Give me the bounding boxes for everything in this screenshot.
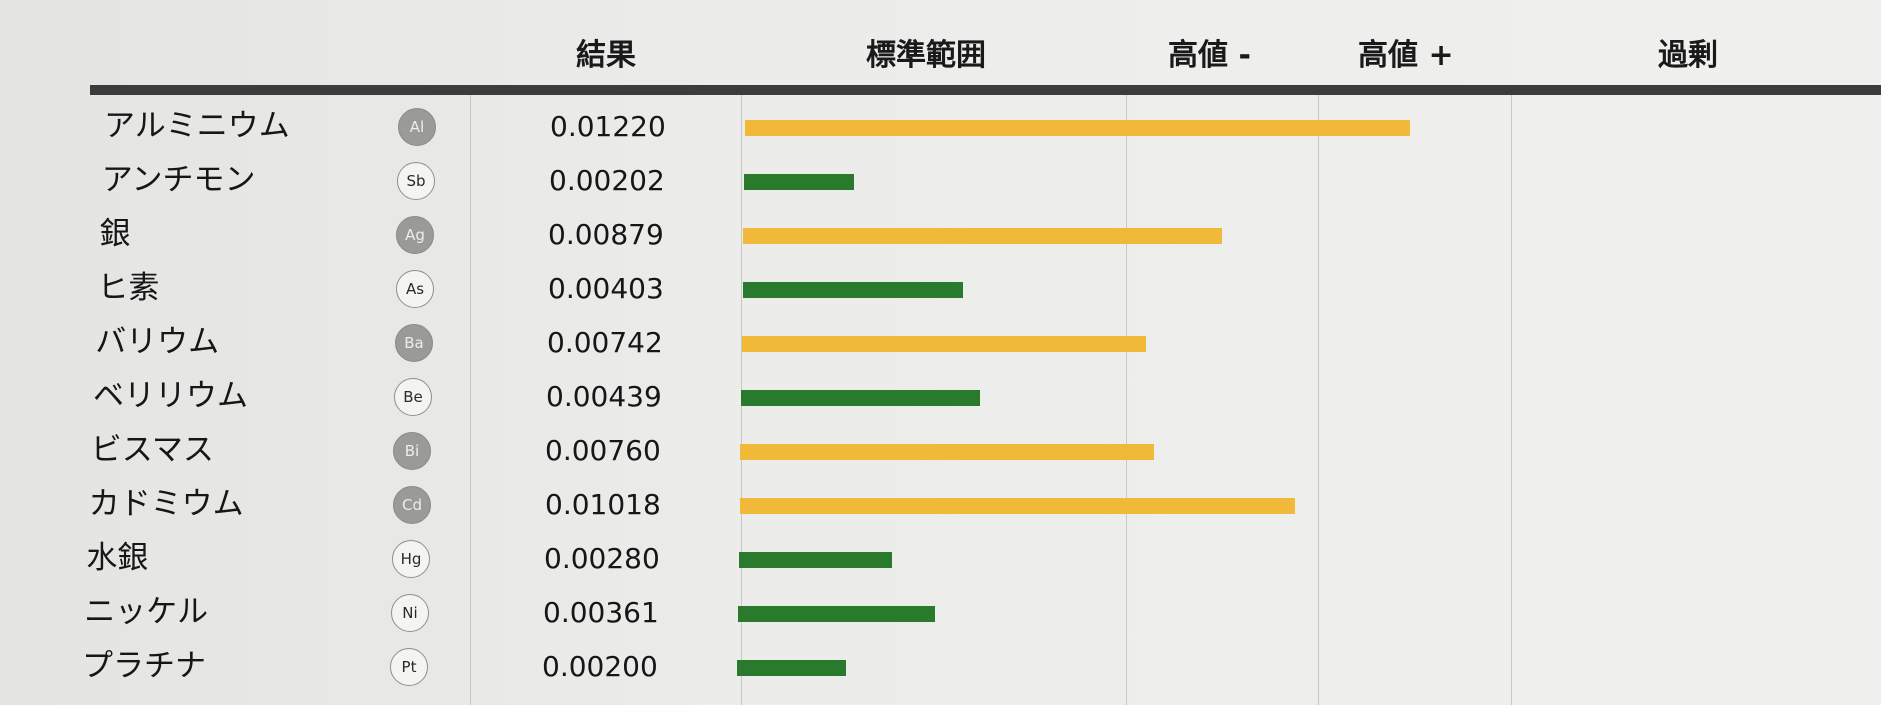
result-value: 0.00742 xyxy=(547,326,663,359)
result-bar xyxy=(740,498,1295,514)
result-bar xyxy=(740,444,1154,460)
result-bar xyxy=(739,552,892,568)
table-row: ヒ素 As 0.00403 xyxy=(0,266,1881,320)
element-symbol-badge: Al xyxy=(398,108,436,146)
element-symbol-badge: Ni xyxy=(391,594,429,632)
grid-line xyxy=(1126,95,1127,705)
element-name: 水銀 xyxy=(86,540,149,576)
table-row: プラチナ Pt 0.00200 xyxy=(0,644,1881,698)
header-rule xyxy=(90,85,1881,95)
header-high-plus: 高値 + xyxy=(1358,38,1454,73)
result-bar xyxy=(743,282,963,298)
table-row: アンチモン Sb 0.00202 xyxy=(0,158,1881,212)
element-name: ベリリウム xyxy=(93,378,248,414)
result-value: 0.00403 xyxy=(548,272,664,305)
header-standard: 標準範囲 xyxy=(866,38,986,73)
element-symbol-badge: As xyxy=(396,270,434,308)
element-name: ニッケル xyxy=(84,594,209,630)
result-value: 0.00361 xyxy=(543,596,659,629)
header-high-minus: 高値 - xyxy=(1168,38,1251,73)
element-name: プラチナ xyxy=(82,648,206,684)
element-name: ビスマス xyxy=(90,432,214,468)
result-bar xyxy=(742,336,1146,352)
result-value: 0.00200 xyxy=(542,650,658,683)
grid-line xyxy=(470,95,471,705)
element-symbol-badge: Ag xyxy=(396,216,434,254)
table-row: 水銀 Hg 0.00280 xyxy=(0,536,1881,590)
element-name: バリウム xyxy=(95,324,220,360)
table-row: ベリリウム Be 0.00439 xyxy=(0,374,1881,428)
element-symbol-badge: Cd xyxy=(393,486,431,524)
grid-line xyxy=(1318,95,1319,705)
table-row: バリウム Ba 0.00742 xyxy=(0,320,1881,374)
element-name: アルミニウム xyxy=(104,108,290,144)
result-bar xyxy=(743,228,1222,244)
result-value: 0.00202 xyxy=(549,164,665,197)
grid-line xyxy=(1511,95,1512,705)
result-value: 0.00280 xyxy=(544,542,660,575)
result-value: 0.00879 xyxy=(548,218,664,251)
header-result: 結果 xyxy=(576,38,636,73)
result-value: 0.01018 xyxy=(545,488,661,521)
element-symbol-badge: Bi xyxy=(393,432,431,470)
result-bar xyxy=(745,120,1410,136)
table-row: 銀 Ag 0.00879 xyxy=(0,212,1881,266)
result-value: 0.00760 xyxy=(545,434,661,467)
result-value: 0.01220 xyxy=(550,110,666,143)
element-name: アンチモン xyxy=(101,162,256,198)
table-row: カドミウム Cd 0.01018 xyxy=(0,482,1881,536)
element-symbol-badge: Be xyxy=(394,378,432,416)
result-bar xyxy=(737,660,846,676)
header-excess: 過剰 xyxy=(1658,38,1718,73)
table-row: ビスマス Bi 0.00760 xyxy=(0,428,1881,482)
result-bar xyxy=(738,606,935,622)
element-name: ヒ素 xyxy=(97,270,160,306)
element-symbol-badge: Sb xyxy=(397,162,435,200)
result-bar xyxy=(744,174,854,190)
result-bar xyxy=(741,390,980,406)
table-row: アルミニウム Al 0.01220 xyxy=(0,104,1881,158)
element-symbol-badge: Hg xyxy=(392,540,430,578)
element-symbol-badge: Ba xyxy=(395,324,433,362)
element-name: 銀 xyxy=(99,216,131,252)
result-value: 0.00439 xyxy=(546,380,662,413)
element-symbol-badge: Pt xyxy=(390,648,428,686)
element-name: カドミウム xyxy=(88,486,244,522)
table-row: ニッケル Ni 0.00361 xyxy=(0,590,1881,644)
